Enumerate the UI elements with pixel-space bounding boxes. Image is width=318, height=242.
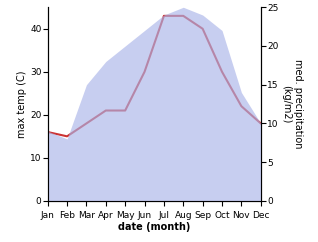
Y-axis label: med. precipitation
(kg/m2): med. precipitation (kg/m2) xyxy=(281,59,303,149)
Y-axis label: max temp (C): max temp (C) xyxy=(17,70,27,138)
X-axis label: date (month): date (month) xyxy=(118,222,190,232)
